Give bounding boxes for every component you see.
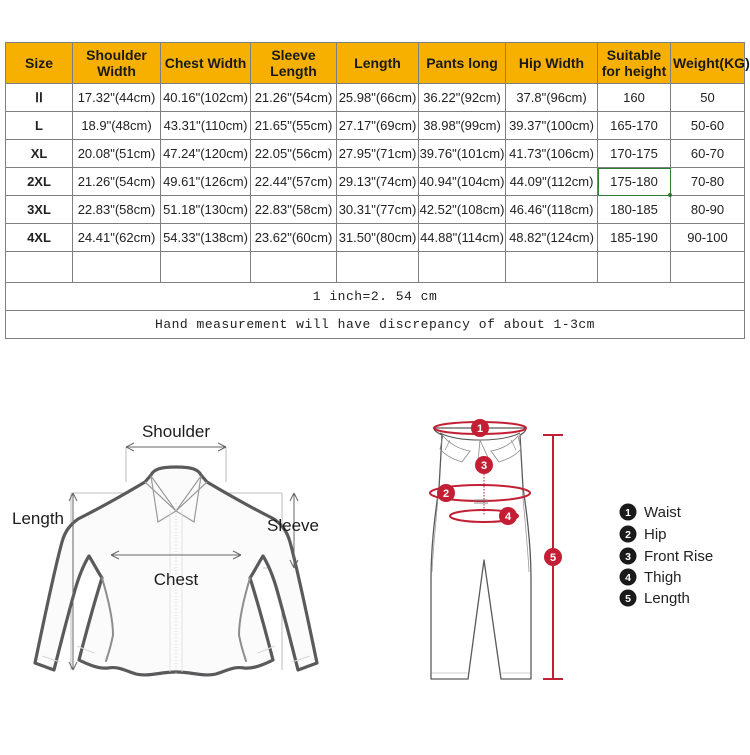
svg-text:Thigh: Thigh xyxy=(644,569,682,586)
svg-text:Length: Length xyxy=(12,509,64,528)
svg-text:Chest: Chest xyxy=(154,570,199,589)
svg-text:Hip: Hip xyxy=(644,526,667,543)
svg-text:Shoulder: Shoulder xyxy=(142,422,210,441)
svg-text:Waist: Waist xyxy=(644,504,682,521)
svg-text:2: 2 xyxy=(625,529,631,541)
svg-text:3: 3 xyxy=(625,551,631,563)
svg-text:Length: Length xyxy=(644,590,690,607)
svg-text:Sleeve: Sleeve xyxy=(267,516,319,535)
svg-text:1: 1 xyxy=(625,507,631,519)
svg-text:5: 5 xyxy=(625,593,631,605)
svg-text:Front Rise: Front Rise xyxy=(644,548,713,565)
svg-text:4: 4 xyxy=(625,572,631,584)
